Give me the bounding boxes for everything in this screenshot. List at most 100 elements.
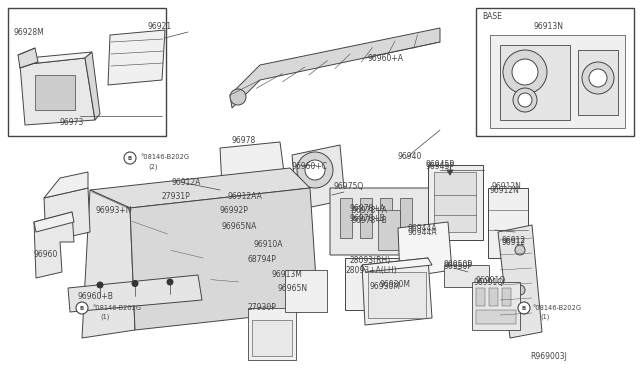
- Text: °08146-B202G: °08146-B202G: [140, 154, 189, 160]
- Bar: [428, 165, 483, 240]
- Bar: [360, 198, 372, 238]
- Text: 96993+N: 96993+N: [96, 206, 132, 215]
- Text: 96912N: 96912N: [490, 186, 520, 195]
- Text: 96973: 96973: [60, 118, 84, 127]
- Bar: [8, 8, 166, 136]
- Circle shape: [515, 245, 525, 255]
- Circle shape: [512, 59, 538, 85]
- Circle shape: [515, 285, 525, 295]
- Text: B: B: [128, 155, 132, 160]
- Text: 27930P: 27930P: [248, 303, 277, 312]
- Text: 96930M: 96930M: [380, 280, 411, 289]
- Text: 96965N: 96965N: [278, 284, 308, 293]
- Circle shape: [297, 152, 333, 188]
- Text: 96912: 96912: [502, 238, 526, 247]
- Polygon shape: [90, 168, 310, 208]
- Text: 96912A: 96912A: [172, 178, 202, 187]
- Circle shape: [503, 50, 547, 94]
- Polygon shape: [292, 145, 345, 210]
- Polygon shape: [362, 258, 432, 272]
- Polygon shape: [108, 30, 165, 85]
- Text: 96978: 96978: [232, 136, 256, 145]
- Circle shape: [305, 160, 325, 180]
- Bar: [476, 310, 516, 324]
- Polygon shape: [18, 48, 38, 68]
- Polygon shape: [44, 172, 88, 198]
- Text: 96992P: 96992P: [220, 206, 249, 215]
- Polygon shape: [220, 142, 285, 186]
- Circle shape: [167, 279, 173, 285]
- Polygon shape: [398, 222, 452, 278]
- Polygon shape: [85, 52, 100, 120]
- Text: 96960+C: 96960+C: [292, 162, 328, 171]
- Text: 96940: 96940: [398, 152, 422, 161]
- Text: 96913M: 96913M: [272, 270, 303, 279]
- Polygon shape: [378, 210, 400, 250]
- Bar: [380, 198, 392, 238]
- Polygon shape: [500, 45, 570, 120]
- Text: °08146-B202G: °08146-B202G: [532, 305, 581, 311]
- Text: 96930M: 96930M: [370, 282, 401, 291]
- Text: 96960+B: 96960+B: [78, 292, 114, 301]
- Bar: [35, 75, 75, 110]
- Text: 96945P: 96945P: [426, 162, 455, 171]
- Bar: [252, 320, 292, 356]
- Text: 96928M: 96928M: [14, 28, 45, 37]
- Polygon shape: [34, 212, 74, 232]
- Polygon shape: [20, 52, 92, 65]
- Text: 96978+B: 96978+B: [350, 214, 386, 223]
- Circle shape: [124, 152, 136, 164]
- Polygon shape: [362, 258, 432, 325]
- Polygon shape: [230, 28, 440, 108]
- Text: 96975Q: 96975Q: [334, 182, 364, 191]
- Text: (2): (2): [148, 163, 157, 170]
- Polygon shape: [68, 275, 202, 312]
- Polygon shape: [447, 170, 453, 175]
- Polygon shape: [330, 188, 430, 255]
- Text: 27931P: 27931P: [162, 192, 191, 201]
- Bar: [502, 288, 511, 306]
- Text: B: B: [522, 305, 526, 311]
- Text: (1): (1): [540, 314, 549, 321]
- Polygon shape: [490, 35, 625, 128]
- Bar: [489, 288, 498, 306]
- Polygon shape: [130, 188, 318, 330]
- Bar: [488, 188, 528, 258]
- Bar: [400, 198, 412, 238]
- Circle shape: [589, 69, 607, 87]
- Text: 96921: 96921: [148, 22, 172, 31]
- Text: 28093(RH): 28093(RH): [350, 256, 391, 265]
- Circle shape: [97, 282, 103, 288]
- Text: 96944A: 96944A: [408, 228, 438, 237]
- Text: 28093+A(LH): 28093+A(LH): [346, 266, 397, 275]
- Text: 96912: 96912: [502, 236, 526, 245]
- Text: 96978+A: 96978+A: [352, 206, 388, 215]
- Bar: [340, 198, 352, 238]
- Bar: [476, 8, 634, 136]
- Text: °08146-B202G: °08146-B202G: [92, 305, 141, 311]
- Circle shape: [582, 62, 614, 94]
- Text: 96978+A: 96978+A: [350, 204, 386, 213]
- Polygon shape: [578, 50, 618, 115]
- Bar: [285, 270, 327, 312]
- Polygon shape: [44, 188, 90, 242]
- Bar: [472, 282, 520, 330]
- Text: 96991Q: 96991Q: [475, 276, 505, 285]
- Text: 96991Q: 96991Q: [474, 278, 504, 287]
- Bar: [444, 265, 489, 287]
- Polygon shape: [345, 258, 425, 310]
- Circle shape: [76, 302, 88, 314]
- Text: 68794P: 68794P: [248, 255, 277, 264]
- Text: 96913N: 96913N: [534, 22, 564, 31]
- Circle shape: [132, 280, 138, 286]
- Bar: [248, 308, 296, 360]
- Polygon shape: [82, 190, 135, 338]
- Polygon shape: [34, 212, 74, 278]
- Text: 96944A: 96944A: [408, 224, 438, 233]
- Text: 96910A: 96910A: [254, 240, 284, 249]
- Bar: [476, 288, 485, 306]
- Text: R969003J: R969003J: [530, 352, 567, 361]
- Polygon shape: [498, 225, 542, 338]
- Text: 96950P: 96950P: [444, 260, 473, 269]
- Text: (1): (1): [100, 314, 109, 321]
